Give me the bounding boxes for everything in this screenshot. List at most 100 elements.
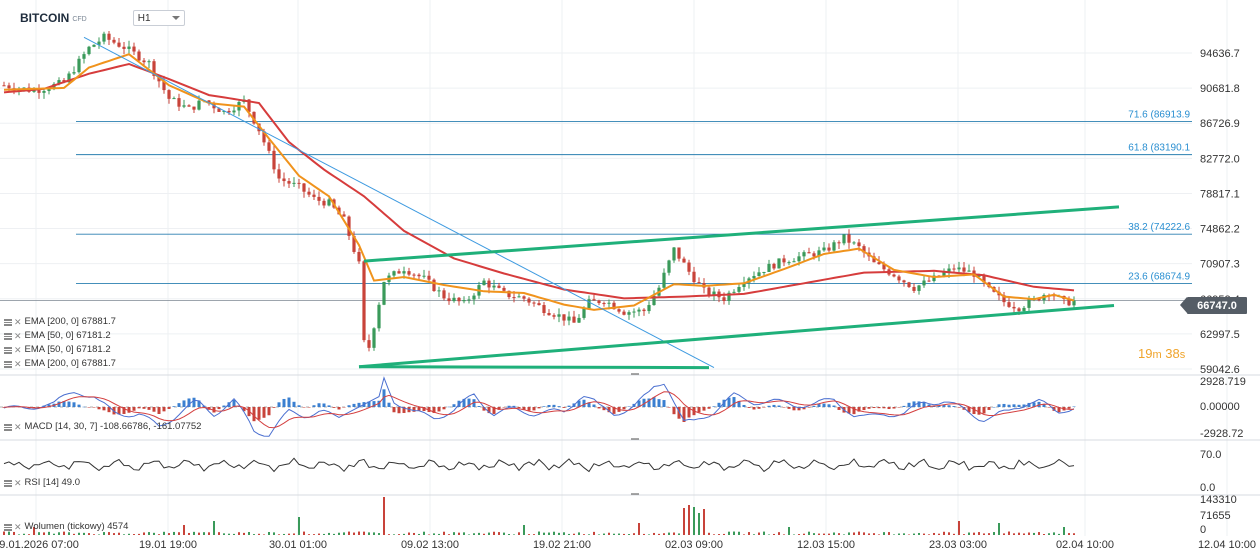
macd-histogram-bar bbox=[297, 405, 301, 407]
candle-body bbox=[317, 196, 321, 201]
candle-body bbox=[782, 258, 786, 263]
macd-line bbox=[3, 376, 1075, 437]
volume-bar bbox=[243, 532, 245, 535]
menu-icon[interactable] bbox=[4, 479, 12, 487]
macd-histogram-bar bbox=[1052, 407, 1056, 411]
timeframe-select[interactable]: H1 bbox=[132, 10, 185, 26]
volume-bar bbox=[508, 533, 510, 535]
macd-histogram-bar bbox=[607, 407, 611, 413]
candle-body bbox=[407, 271, 411, 275]
volume-legend[interactable]: ✕ Wolumen (tickowy) 4574 bbox=[4, 521, 128, 533]
volume-bar bbox=[148, 532, 150, 535]
close-icon[interactable]: ✕ bbox=[14, 478, 22, 488]
ema-legend-4[interactable]: ✕ EMA [200, 0] 67881.7 bbox=[4, 358, 116, 370]
x-tick-label: 02.03 09:00 bbox=[665, 539, 723, 551]
volume-bar bbox=[728, 531, 730, 535]
timeframe-value: H1 bbox=[137, 12, 151, 24]
volume-bar bbox=[178, 532, 180, 535]
candle-body bbox=[1072, 300, 1076, 306]
downtrend-line bbox=[83, 36, 715, 369]
macd-histogram-bar bbox=[707, 407, 711, 409]
volume-bar bbox=[783, 534, 785, 535]
macd-histogram-bar bbox=[832, 405, 836, 407]
candle-body bbox=[222, 110, 226, 112]
volume-bar bbox=[353, 532, 355, 535]
rsi-legend[interactable]: ✕ RSI [14] 49.0 bbox=[4, 477, 80, 489]
menu-icon[interactable] bbox=[4, 346, 12, 354]
candle-body bbox=[42, 90, 46, 93]
macd-histogram-bar bbox=[717, 402, 721, 407]
candle-body bbox=[562, 314, 566, 321]
volume-bar bbox=[918, 532, 920, 535]
candle-body bbox=[572, 316, 576, 323]
menu-icon[interactable] bbox=[4, 423, 12, 431]
candle-body bbox=[252, 111, 256, 124]
macd-histogram-bar bbox=[877, 407, 881, 409]
volume-bar bbox=[213, 521, 215, 535]
volume-bar bbox=[3, 531, 5, 535]
volume-bar bbox=[163, 531, 165, 535]
macd-histogram-bar bbox=[667, 407, 671, 408]
candle-body bbox=[912, 286, 916, 291]
macd-legend[interactable]: ✕ MACD [14, 30, 7] -108.66786, -161.07752 bbox=[4, 421, 201, 433]
macd-histogram-bar bbox=[837, 407, 841, 410]
macd-histogram-bar bbox=[567, 405, 571, 407]
volume-bar bbox=[323, 533, 325, 535]
candle-body bbox=[432, 279, 436, 292]
volume-bar bbox=[713, 534, 715, 535]
candle-body bbox=[172, 98, 176, 100]
close-icon[interactable]: ✕ bbox=[14, 422, 22, 432]
candle-body bbox=[777, 258, 781, 269]
candle-body bbox=[7, 85, 11, 89]
candle-body bbox=[422, 275, 426, 277]
macd-histogram-bar bbox=[597, 407, 601, 409]
volume-bar bbox=[263, 534, 265, 535]
price-tick-label: 90681.8 bbox=[1200, 83, 1240, 95]
close-icon[interactable]: ✕ bbox=[14, 345, 22, 355]
close-icon[interactable]: ✕ bbox=[14, 331, 22, 341]
close-icon[interactable]: ✕ bbox=[14, 522, 22, 532]
candle-body bbox=[347, 216, 351, 236]
macd-histogram-bar bbox=[777, 405, 781, 407]
menu-icon[interactable] bbox=[4, 332, 12, 340]
volume-bar bbox=[1068, 533, 1070, 535]
volume-bar bbox=[408, 532, 410, 535]
volume-bar bbox=[38, 532, 40, 535]
volume-bar bbox=[993, 532, 995, 535]
menu-icon[interactable] bbox=[4, 523, 12, 531]
candle-body bbox=[797, 256, 801, 262]
macd-histogram-bar bbox=[302, 407, 306, 408]
candle-body bbox=[737, 286, 741, 292]
candle-body bbox=[802, 252, 806, 257]
volume-bar bbox=[968, 532, 970, 535]
volume-bar bbox=[878, 534, 880, 535]
volume-bar bbox=[88, 533, 90, 535]
macd-histogram-bar bbox=[927, 404, 931, 407]
symbol-name[interactable]: BITCOIN bbox=[20, 11, 70, 25]
macd-signal-line bbox=[3, 391, 1075, 429]
volume-bar bbox=[973, 532, 975, 535]
close-icon[interactable]: ✕ bbox=[14, 317, 22, 327]
macd-histogram-bar bbox=[357, 402, 361, 407]
macd-histogram-bar bbox=[327, 405, 331, 407]
ema-label-2: EMA [50, 0] 67181.2 bbox=[24, 330, 111, 341]
ema-legend-3[interactable]: ✕ EMA [50, 0] 67181.2 bbox=[4, 344, 111, 356]
volume-bar bbox=[793, 534, 795, 535]
candle-body bbox=[962, 267, 966, 272]
menu-icon[interactable] bbox=[4, 360, 12, 368]
volume-bar bbox=[303, 531, 305, 535]
menu-icon[interactable] bbox=[4, 318, 12, 326]
close-icon[interactable]: ✕ bbox=[14, 359, 22, 369]
ema-legend-2[interactable]: ✕ EMA [50, 0] 67181.2 bbox=[4, 330, 111, 342]
candle-body bbox=[137, 51, 141, 61]
candle-body bbox=[1002, 295, 1006, 303]
volume-bar bbox=[173, 531, 175, 535]
price-tick-label: 74862.2 bbox=[1200, 224, 1240, 236]
x-tick-label: 19.01 19:00 bbox=[139, 539, 197, 551]
ema-legend-1[interactable]: ✕ EMA [200, 0] 67881.7 bbox=[4, 316, 116, 328]
candle-body bbox=[127, 46, 131, 49]
candle-body bbox=[442, 290, 446, 299]
candle-body bbox=[262, 131, 266, 143]
channel-lower-line bbox=[358, 303, 1115, 369]
